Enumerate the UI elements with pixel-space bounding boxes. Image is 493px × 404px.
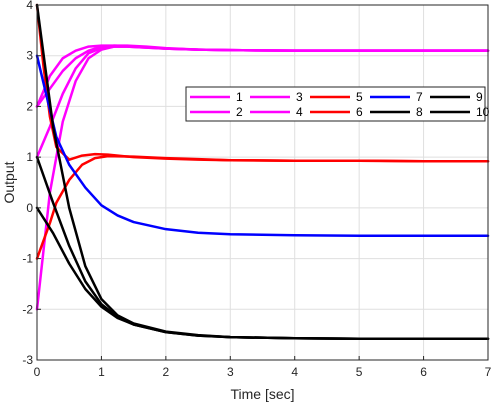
series-line-10	[35, 206, 490, 340]
y-tick-label: -1	[22, 252, 33, 266]
y-tick-label: -3	[22, 353, 33, 367]
x-tick-label: 4	[291, 365, 298, 379]
legend-label-5: 5	[356, 90, 363, 104]
legend-label-3: 3	[296, 90, 303, 104]
series-lines	[35, 3, 490, 340]
series-line-4	[35, 45, 490, 159]
legend-label-4: 4	[296, 105, 303, 119]
y-tick-label: 2	[26, 99, 33, 113]
x-tick-label: 6	[420, 365, 427, 379]
legend-label-8: 8	[416, 105, 423, 119]
x-tick-label: 3	[227, 365, 234, 379]
x-axis-label: Time [sec]	[230, 386, 294, 402]
series-line-7	[35, 54, 490, 237]
legend-box	[185, 86, 486, 122]
legend-label-10: 10	[476, 105, 490, 119]
legend-label-1: 1	[236, 90, 243, 104]
legend-label-6: 6	[356, 105, 363, 119]
legend-label-9: 9	[476, 90, 483, 104]
legend-label-7: 7	[416, 90, 423, 104]
y-tick-label: -2	[22, 302, 33, 316]
legend: 12 34 56 78 910	[185, 86, 490, 122]
x-tick-label: 0	[34, 365, 41, 379]
y-tick-label: 3	[26, 49, 33, 63]
y-tick-label: 4	[26, 0, 33, 12]
x-tick-label: 7	[485, 365, 492, 379]
y-tick-label: 0	[26, 201, 33, 215]
x-tick-label: 5	[356, 365, 363, 379]
series-line-6	[35, 154, 490, 260]
x-tick-label: 2	[163, 365, 170, 379]
y-tick-label: 1	[26, 150, 33, 164]
x-tick-label: 1	[98, 365, 105, 379]
y-axis-label: Output	[1, 161, 17, 203]
legend-label-2: 2	[236, 105, 243, 119]
plot-frame	[36, 4, 489, 361]
